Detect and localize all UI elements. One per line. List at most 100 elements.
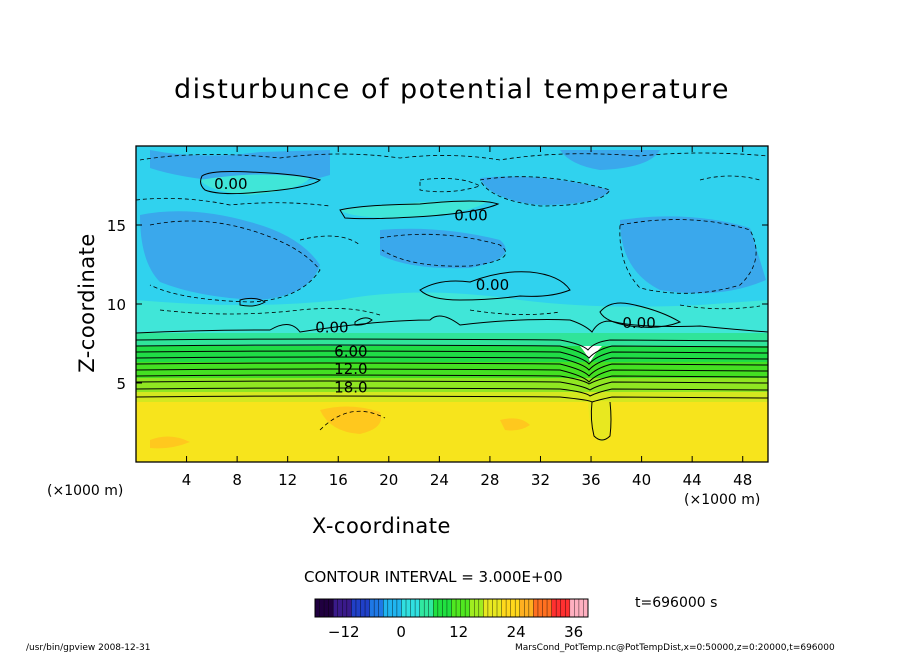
colorbar-cell-0 [315,599,320,617]
x-unit-right: (×1000 m) [684,492,761,508]
colorbar-cell-59 [583,599,589,617]
colorbar-cell-33 [465,599,470,617]
colorbar-cell-46 [524,599,530,617]
colorbar-cell-4 [333,599,339,617]
colorbar-cell-10 [360,599,366,617]
colorbar-tick-label-1: 0 [396,623,406,641]
colorbar-cell-23 [419,599,425,617]
colorbar-cell-40 [497,599,502,617]
x-tick-label-0: 4 [182,471,192,489]
x-tick-label-7: 32 [531,471,550,489]
y-tick-label-2: 15 [107,217,126,235]
y-tick-label-0: 5 [116,375,126,393]
colorbar-cell-12 [369,599,375,617]
colorbar-cell-57 [574,599,580,617]
colorbar-tick-label-4: 36 [564,623,583,641]
colorbar-cell-50 [542,599,548,617]
colorbar-cell-51 [547,599,552,617]
colorbar-cell-56 [569,599,575,617]
colorbar-cell-43 [510,599,516,617]
colorbar-cell-6 [342,599,348,617]
colorbar-cell-24 [424,599,430,617]
plot-area [136,146,768,462]
colorbar-cell-29 [446,599,452,617]
y-axis-title: Z-coordinate [75,233,99,373]
x-tick-label-9: 40 [632,471,651,489]
fill-cyan-light [136,174,768,336]
colorbar-cell-19 [401,599,407,617]
dashed-contours [136,152,768,431]
fill-yellow-green [136,392,768,402]
contour-label-2: 0.00 [476,276,509,294]
colorbar-cell-58 [578,599,584,617]
contour-label-5: 6.00 [334,342,367,360]
colorbar-cell-2 [324,599,329,617]
y-tick-label-1: 10 [107,296,126,314]
fill-blue-patches [140,150,766,300]
x-tick-label-3: 16 [329,471,348,489]
colorbar-cell-20 [406,599,411,617]
colorbar-cell-30 [451,599,457,617]
footer-left: /usr/bin/gpview 2008-12-31 [26,643,151,653]
solid-contours [136,171,768,441]
colorbar-cell-7 [346,599,352,617]
colorbar-cell-26 [433,599,439,617]
footer-right: MarsCond_PotTemp.nc@PotTempDist,x=0:5000… [515,643,835,653]
x-axis-title: X-coordinate [312,514,451,538]
colorbar-cell-36 [478,599,484,617]
time-label: t=696000 s [635,595,718,611]
colorbar-cell-25 [428,599,434,617]
contour-label-7: 18.0 [334,379,367,397]
contour-label-3: 0.00 [622,314,655,332]
contour-interval-label: CONTOUR INTERVAL = 3.000E+00 [304,568,563,586]
colorbar-cell-14 [378,599,384,617]
fill-green-3 [136,362,768,378]
colorbar-cell-44 [515,599,521,617]
colorbar-tick-label-2: 12 [449,623,468,641]
colorbar-cell-13 [374,599,379,617]
contour-label-1: 0.00 [454,207,487,225]
contour-label-0: 0.00 [214,175,247,193]
x-tick-label-2: 12 [278,471,297,489]
x-tick-label-1: 8 [232,471,242,489]
fill-lower [136,402,768,462]
colorbar-cell-22 [415,599,420,617]
x-tick-label-11: 48 [733,471,752,489]
colorbar-cell-34 [469,599,475,617]
colorbar-cell-54 [560,599,566,617]
colorbar-cell-52 [551,599,557,617]
colorbar-cell-42 [506,599,511,617]
colorbar-cell-9 [355,599,361,617]
colorbar-cell-53 [556,599,561,617]
x-tick-label-10: 44 [683,471,702,489]
fill-green-2 [136,346,768,362]
colorbar-cell-41 [501,599,507,617]
colorbar-cell-17 [392,599,398,617]
fill-green-4 [136,378,768,392]
colorbar-cell-35 [474,599,480,617]
x-tick-label-8: 36 [581,471,600,489]
colorbar-cell-49 [537,599,543,617]
colorbar-cell-15 [383,599,389,617]
x-tick-label-5: 24 [430,471,449,489]
colorbar: −12 0 12 24 36 [314,598,589,641]
x-tick-label-6: 28 [480,471,499,489]
contour-label-6: 12.0 [334,360,367,378]
colorbar-cell-39 [492,599,498,617]
colorbar-cell-5 [337,599,343,617]
x-tick-label-4: 20 [379,471,398,489]
colorbar-cell-38 [487,599,493,617]
fill-lower-patches [150,406,530,449]
colorbar-tick-label-3: 24 [507,623,526,641]
colorbar-cell-8 [351,599,357,617]
colorbar-tick-label-0: −12 [328,623,360,641]
x-unit-left: (×1000 m) [47,483,124,499]
colorbar-cell-27 [437,599,443,617]
colorbar-cell-3 [328,599,334,617]
colorbar-cell-21 [410,599,416,617]
colorbar-cell-45 [519,599,525,617]
colorbar-cell-32 [460,599,466,617]
